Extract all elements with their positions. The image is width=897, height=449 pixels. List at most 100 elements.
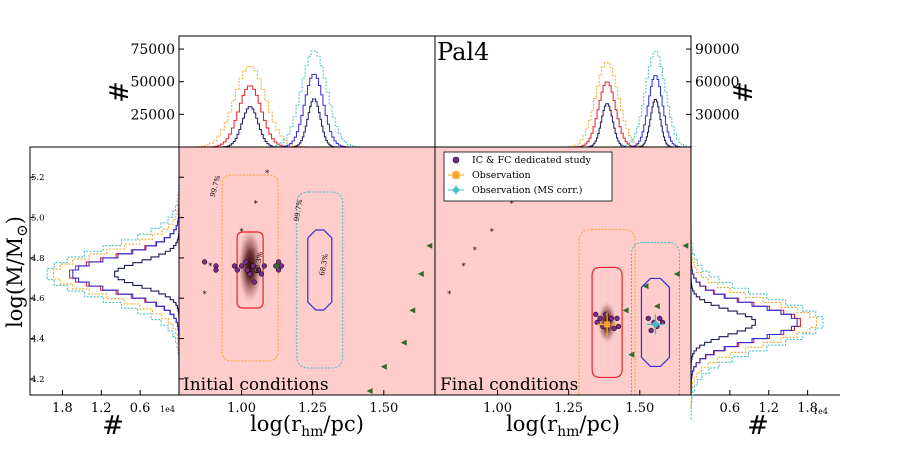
left-side-histogram-offset-label: 1e4	[160, 405, 175, 414]
data-point-circle	[247, 271, 253, 277]
data-point-triangle	[272, 262, 279, 269]
legend-item-observation-ms: Observation (MS corr.)	[448, 185, 582, 196]
x-tick-label: 1.00	[227, 401, 256, 416]
legend-marker-teal-circle	[453, 187, 459, 193]
y-tick-label: 4.8	[31, 254, 45, 264]
top-right-histogram-series	[561, 51, 696, 148]
side-histogram-step-navy	[114, 225, 180, 323]
x-tick-label: 1.2	[91, 401, 112, 416]
data-point-circle	[244, 267, 250, 273]
side-histogram-step-navy	[690, 273, 756, 372]
x-tick-label: 1.8	[52, 401, 73, 416]
contour-997-orange	[221, 174, 279, 362]
ic-contours	[221, 174, 344, 369]
data-point-circle	[250, 263, 256, 269]
histogram-step-blue	[276, 73, 353, 148]
left-side-histogram: 1.8 1.2 0.6 1e4 #	[29, 146, 180, 441]
data-point-circle	[201, 259, 208, 265]
y-tick-label: 5.2	[31, 173, 45, 183]
y-tick-label: 4.6	[31, 294, 45, 304]
x-axis-label-final: log(rhm/pc)	[506, 412, 620, 440]
x-axis-label-initial: log(rhm/pc)	[250, 412, 364, 440]
y-tick-label: 4.2	[31, 375, 45, 385]
histogram-step-teal	[262, 50, 366, 148]
y-tick-label: 50000	[130, 75, 175, 91]
data-point-circle	[231, 263, 238, 269]
data-point-circle	[278, 263, 285, 269]
legend-item-dedicated-study: IC & FC dedicated study	[452, 155, 592, 166]
side-histogram-step-blue	[72, 204, 180, 344]
right-side-histogram-offset-label: 1e4	[813, 407, 828, 416]
data-point-star: *	[490, 228, 494, 237]
ic-markers: * * * * *	[201, 169, 433, 394]
y-axis-label: log(M/M⊙)	[3, 216, 31, 328]
y-tick-label: 30000	[695, 107, 740, 123]
histogram-step-navy	[217, 106, 283, 148]
histogram-step-orange	[187, 66, 314, 148]
histogram-step-red	[572, 81, 642, 148]
histogram-step-navy	[635, 98, 676, 148]
data-point-circle	[255, 267, 262, 273]
data-point-triangle	[426, 242, 433, 249]
contour-label: 68.3%	[253, 251, 265, 275]
data-point-circle	[611, 325, 617, 332]
side-histogram-step-teal	[46, 176, 180, 372]
data-point-triangle	[673, 271, 680, 278]
x-tick-label: 1.25	[298, 401, 327, 416]
contour-68-blue	[640, 277, 671, 368]
top-right-histogram: 30000 60000 90000 Pal4 #	[434, 35, 759, 148]
histogram-step-red	[204, 85, 297, 148]
data-point-circle	[258, 271, 265, 277]
fc-panel-label: Final conditions	[440, 375, 578, 395]
fc-axis-ticks: 1.00 1.25 1.50	[483, 390, 654, 416]
histogram-step-navy	[288, 98, 340, 148]
data-point-star: *	[208, 262, 212, 271]
legend-label-observation-ms: Observation (MS corr.)	[472, 185, 582, 196]
x-tick-label: 0.6	[720, 401, 741, 416]
histogram-step-blue	[626, 75, 685, 148]
y-tick-label: 75000	[130, 42, 175, 58]
fc-errorbars	[597, 312, 664, 337]
side-histogram-step-orange	[690, 237, 818, 408]
data-point-triangle	[409, 307, 416, 314]
final-conditions-panel: ****** 1.001.251.50 Final conditions IC …	[434, 146, 692, 416]
data-point-triangle	[380, 363, 387, 370]
y-tick-label: 4.4	[31, 335, 45, 345]
fc-markers: ******	[447, 173, 689, 358]
histogram-step-navy	[583, 103, 631, 148]
data-point-star: *	[203, 290, 207, 299]
y-tick-label: 5.0	[31, 214, 45, 224]
side-histogram-step-blue	[690, 253, 798, 392]
right-side-histogram: 0.6 1.2 1.8 1e4 #	[690, 147, 840, 441]
legend: IC & FC dedicated study Observation Obse…	[443, 151, 613, 202]
contour-68-red	[591, 266, 623, 379]
data-point-circle	[213, 267, 219, 273]
data-point-star: *	[240, 228, 244, 237]
top-right-histogram-ticks: 30000 60000 90000	[686, 42, 740, 123]
x-tick-label: 0.6	[130, 401, 151, 416]
x-tick-label: 1.2	[758, 401, 779, 416]
data-point-circle	[593, 311, 599, 317]
contour-997-teal	[630, 241, 680, 395]
top-right-histogram-ylabel: #	[729, 81, 759, 103]
data-point-circle	[615, 323, 622, 330]
data-point-circle	[261, 263, 267, 269]
data-point-triangle	[653, 303, 660, 310]
top-left-histogram-ticks: 25000 50000 75000	[130, 42, 184, 123]
top-left-histogram-ylabel: #	[105, 81, 135, 103]
data-point-circle	[238, 263, 245, 269]
contour-label: 68.3%	[318, 253, 330, 277]
legend-item-observation: Observation	[448, 170, 531, 181]
data-point-star: *	[254, 199, 258, 208]
chart-title: Pal4	[437, 38, 489, 66]
legend-marker-circle	[452, 156, 460, 164]
contour-68-blue	[307, 229, 333, 311]
top-left-histogram: 25000 50000 75000 #	[105, 35, 436, 148]
data-point-triangle	[366, 387, 373, 394]
side-histogram-step-orange	[52, 188, 180, 360]
data-point-circle	[608, 315, 615, 322]
data-point-circle	[657, 315, 663, 322]
data-point-triangle	[417, 271, 424, 278]
right-side-histogram-series	[690, 225, 824, 420]
contour-label: 99.7%	[293, 198, 305, 222]
